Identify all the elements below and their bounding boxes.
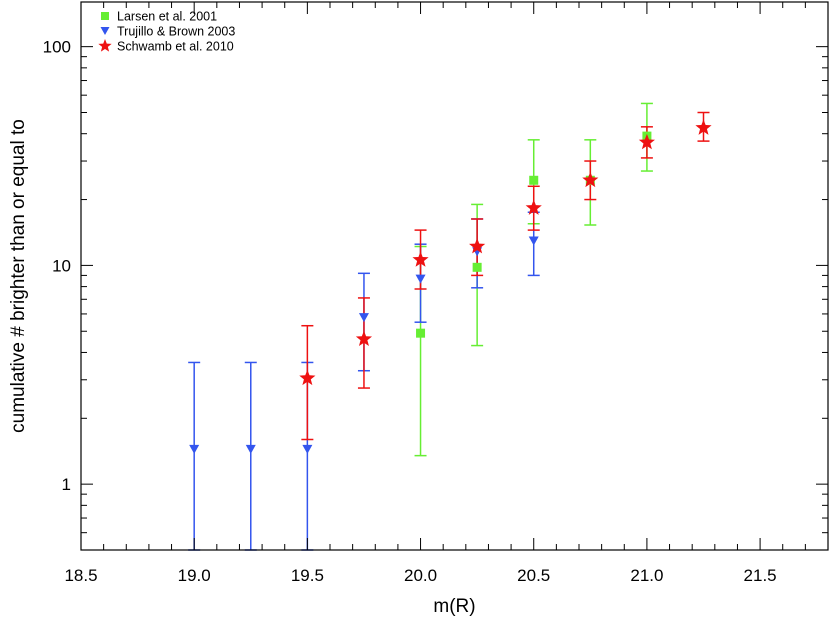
y-tick-label: 1 <box>62 475 71 494</box>
data-point-trujillo-brown-2003 <box>189 444 200 454</box>
x-axis-label: m(R) <box>433 596 475 617</box>
data-point-schwamb-et-al-2010 <box>469 238 486 254</box>
y-axis-ticks: 1 10 100 <box>43 38 828 551</box>
data-point-trujillo-brown-2003 <box>302 444 313 454</box>
data-point-larsen-et-al-2001 <box>416 328 426 338</box>
data-point-schwamb-et-al-2010 <box>525 199 542 215</box>
data-point-schwamb-et-al-2010 <box>299 369 316 386</box>
x-tick-label: 21.5 <box>744 566 777 585</box>
legend-marker-larsen-et-al-2001 <box>101 12 109 20</box>
plot-frame <box>80 1 829 551</box>
y-tick-label: 100 <box>43 38 71 57</box>
y-axis-label: cumulative # brighter than or equal to <box>8 119 29 433</box>
x-tick-label: 19.0 <box>178 566 211 585</box>
data-point-schwamb-et-al-2010 <box>582 171 599 188</box>
legend-marker-schwamb-et-al-2010 <box>98 39 112 52</box>
x-tick-label: 21.0 <box>630 566 663 585</box>
legend-marker-trujillo-brown-2003 <box>100 27 110 35</box>
data-point-schwamb-et-al-2010 <box>638 133 655 150</box>
data-point-trujillo-brown-2003 <box>358 313 369 323</box>
legend-label-larsen-et-al-2001: Larsen et al. 2001 <box>117 10 217 24</box>
data-point-larsen-et-al-2001 <box>472 262 482 272</box>
x-tick-label: 20.5 <box>517 566 550 585</box>
x-tick-label: 20.0 <box>404 566 437 585</box>
x-axis-ticks: 18.5 19.0 19.5 20.0 20.5 21.0 21.5 <box>64 2 806 585</box>
data-point-larsen-et-al-2001 <box>529 175 539 185</box>
legend-label-trujillo-brown-2003: Trujillo & Brown 2003 <box>117 25 235 39</box>
data-point-trujillo-brown-2003 <box>415 274 426 284</box>
data-point-trujillo-brown-2003 <box>528 236 539 246</box>
data-point-schwamb-et-al-2010 <box>355 330 373 347</box>
data-point-schwamb-et-al-2010 <box>412 251 429 267</box>
data-point-schwamb-et-al-2010 <box>695 119 712 135</box>
y-tick-label: 10 <box>52 256 71 275</box>
x-tick-label: 19.5 <box>291 566 324 585</box>
legend-label-schwamb-et-al-2010: Schwamb et al. 2010 <box>117 40 234 54</box>
data-point-trujillo-brown-2003 <box>245 444 256 454</box>
x-tick-label: 18.5 <box>64 566 97 585</box>
data-markers <box>189 119 712 454</box>
